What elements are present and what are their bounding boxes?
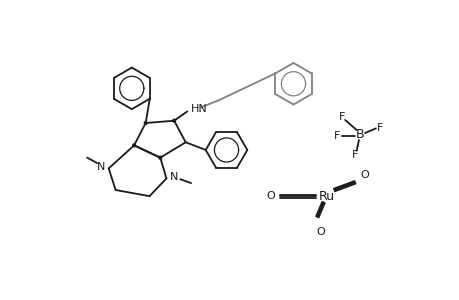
Text: Ru: Ru <box>318 190 334 203</box>
Text: O: O <box>315 227 324 237</box>
Circle shape <box>158 156 161 159</box>
Text: O: O <box>360 170 369 180</box>
Text: HN: HN <box>190 104 207 114</box>
Text: F: F <box>351 150 358 160</box>
Text: F: F <box>338 112 344 122</box>
Text: F: F <box>376 123 383 134</box>
Text: O: O <box>266 191 274 201</box>
Text: N: N <box>169 172 178 182</box>
Text: B: B <box>355 128 364 141</box>
Circle shape <box>173 119 175 122</box>
Text: F: F <box>334 131 340 141</box>
Circle shape <box>133 144 135 147</box>
Circle shape <box>144 122 147 124</box>
Text: N: N <box>96 162 105 172</box>
